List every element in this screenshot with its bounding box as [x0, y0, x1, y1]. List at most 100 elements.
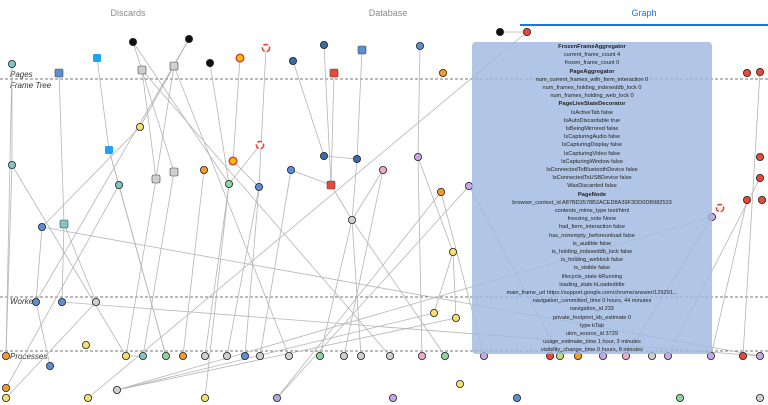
chrome-icon[interactable] — [235, 53, 245, 63]
graph-node[interactable] — [224, 179, 233, 188]
graph-node[interactable] — [513, 393, 522, 402]
graph-node[interactable] — [240, 351, 249, 360]
graph-node[interactable] — [429, 308, 438, 317]
google-icon[interactable] — [715, 203, 725, 213]
favicon-node[interactable] — [137, 65, 147, 75]
graph-node[interactable] — [352, 154, 361, 163]
graph-node[interactable] — [128, 38, 137, 47]
tab-database[interactable]: Database — [368, 8, 408, 18]
graph-node[interactable] — [2, 351, 10, 360]
graph-node[interactable] — [339, 351, 348, 360]
graph-node[interactable] — [135, 123, 144, 132]
favicon-node[interactable] — [326, 180, 336, 190]
graph-node[interactable] — [200, 393, 209, 402]
graph-node[interactable] — [2, 393, 10, 402]
graph-node[interactable] — [254, 182, 263, 191]
graph-node[interactable] — [205, 59, 214, 68]
graph-edge — [742, 71, 761, 357]
graph-edge — [5, 164, 13, 357]
graph-node[interactable] — [378, 165, 387, 174]
favicon-node[interactable] — [59, 219, 69, 229]
graph-node[interactable] — [122, 351, 131, 360]
graph-node[interactable] — [758, 195, 767, 204]
google-icon[interactable] — [261, 43, 271, 53]
graph-node[interactable] — [455, 379, 464, 388]
graph-node[interactable] — [178, 351, 187, 360]
tooltip-property: IsCapturingDisplay false — [561, 142, 623, 149]
graph-edge — [452, 251, 457, 319]
google-icon[interactable] — [255, 140, 265, 150]
graph-edge — [155, 65, 175, 180]
graph-node[interactable] — [436, 187, 445, 196]
twitter-icon[interactable] — [105, 146, 113, 154]
graph-node[interactable] — [756, 152, 765, 161]
graph-node[interactable] — [319, 151, 328, 160]
graph-node[interactable] — [7, 60, 16, 69]
graph-node[interactable] — [676, 393, 685, 402]
graph-node[interactable] — [32, 297, 41, 306]
graph-node[interactable] — [84, 393, 93, 402]
graph-node[interactable] — [82, 340, 91, 349]
graph-node[interactable] — [756, 351, 765, 360]
twitter-icon[interactable] — [93, 54, 101, 62]
tab-discards[interactable]: Discards — [110, 8, 146, 18]
favicon-node[interactable] — [169, 167, 179, 177]
graph-node[interactable] — [319, 41, 328, 50]
favicon-node[interactable] — [54, 68, 64, 78]
graph-node[interactable] — [356, 351, 365, 360]
graph-node[interactable] — [523, 27, 532, 36]
graph-edge — [11, 164, 127, 357]
graph-node[interactable] — [417, 351, 426, 360]
tooltip-property: IsBeingMirrored false — [565, 126, 619, 132]
graph-node[interactable] — [286, 165, 295, 174]
graph-node[interactable] — [451, 313, 460, 322]
graph-edge — [63, 223, 97, 303]
graph-node[interactable] — [448, 247, 457, 256]
graph-node[interactable] — [113, 385, 122, 394]
graph-node[interactable] — [255, 351, 264, 360]
graph-node[interactable] — [284, 351, 293, 360]
graph-node[interactable] — [200, 351, 209, 360]
graph-node[interactable] — [415, 42, 424, 51]
graph-node[interactable] — [2, 383, 10, 392]
graph-node[interactable] — [388, 393, 397, 402]
graph-node[interactable] — [413, 152, 422, 161]
graph-node[interactable] — [385, 351, 394, 360]
graph-node[interactable] — [739, 351, 748, 360]
graph-node[interactable] — [138, 351, 147, 360]
graph-node[interactable] — [743, 69, 752, 78]
graph-node[interactable] — [756, 393, 765, 402]
tooltip-property: IsConnectedToUSBDevice false — [552, 175, 632, 182]
graph-node[interactable] — [495, 27, 504, 36]
tooltip-property: frozen_frame_count 0 — [564, 60, 620, 67]
graph-edge — [228, 144, 261, 185]
graph-node[interactable] — [115, 180, 124, 189]
graph-node[interactable] — [161, 351, 170, 360]
graph-node[interactable] — [438, 69, 447, 78]
graph-node[interactable] — [58, 297, 67, 306]
graph-node[interactable] — [222, 351, 231, 360]
graph-node[interactable] — [440, 351, 449, 360]
graph-node[interactable] — [184, 35, 193, 44]
graph-node[interactable] — [315, 351, 324, 360]
graph-node[interactable] — [347, 215, 356, 224]
graph-node[interactable] — [199, 165, 208, 174]
graph-node[interactable] — [288, 57, 297, 66]
favicon-node[interactable] — [169, 61, 179, 71]
graph-nodes[interactable] — [2, 27, 767, 402]
graph-node[interactable] — [756, 173, 765, 182]
graph-node[interactable] — [38, 222, 47, 231]
favicon-node[interactable] — [357, 45, 367, 55]
graph-node[interactable] — [92, 297, 101, 306]
tab-graph[interactable]: Graph — [631, 8, 657, 18]
graph-node[interactable] — [756, 68, 765, 77]
graph-node[interactable] — [743, 195, 752, 204]
favicon-node[interactable] — [329, 68, 339, 78]
graph-node[interactable] — [7, 160, 16, 169]
favicon-node[interactable] — [151, 174, 161, 184]
chrome-icon[interactable] — [228, 156, 238, 166]
graph-edge — [351, 219, 362, 357]
graph-node[interactable] — [46, 361, 55, 370]
tooltip-property: ukm_source_id 3729 — [566, 331, 618, 337]
graph-node[interactable] — [272, 393, 281, 402]
